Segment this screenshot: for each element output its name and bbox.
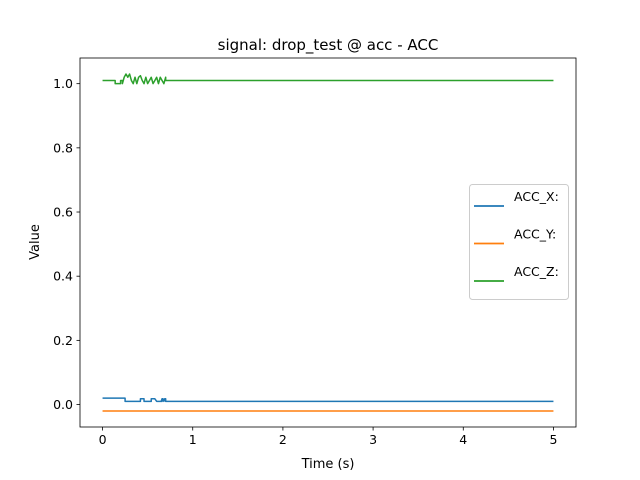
legend-label-acc-y: ACC_Y:	[514, 227, 556, 242]
x-tick-label: 2	[279, 432, 287, 447]
y-tick-label: 1.0	[53, 76, 73, 91]
axes-frame	[79, 57, 577, 428]
plot-area: 0 1 2 3 4 5 0.0 0.2 0.4 0.6 0.8 1.0	[53, 57, 577, 447]
y-tick-label: 0.0	[53, 397, 73, 412]
chart-title: signal: drop_test @ acc - ACC	[218, 36, 439, 55]
y-tick-label: 0.8	[53, 140, 73, 155]
x-tick-label: 1	[189, 432, 197, 447]
x-tick-label: 5	[549, 432, 557, 447]
legend-label-acc-z: ACC_Z:	[514, 264, 559, 279]
x-tick-label: 3	[369, 432, 377, 447]
y-axis-label: Value	[28, 224, 43, 260]
series-line-acc-x	[102, 397, 554, 403]
y-tick-label: 0.6	[53, 205, 73, 220]
x-tick-label: 0	[99, 432, 107, 447]
legend-box	[469, 184, 569, 300]
legend: ACC_X: ACC_Y: ACC_Z:	[469, 184, 569, 300]
x-axis-label: Time (s)	[301, 457, 355, 472]
x-tick-label: 4	[459, 432, 467, 447]
y-tick-label: 0.4	[53, 269, 73, 284]
legend-label-acc-x: ACC_X:	[514, 189, 559, 204]
y-tick-label: 0.2	[53, 333, 73, 348]
series-line-acc-z	[102, 73, 554, 85]
